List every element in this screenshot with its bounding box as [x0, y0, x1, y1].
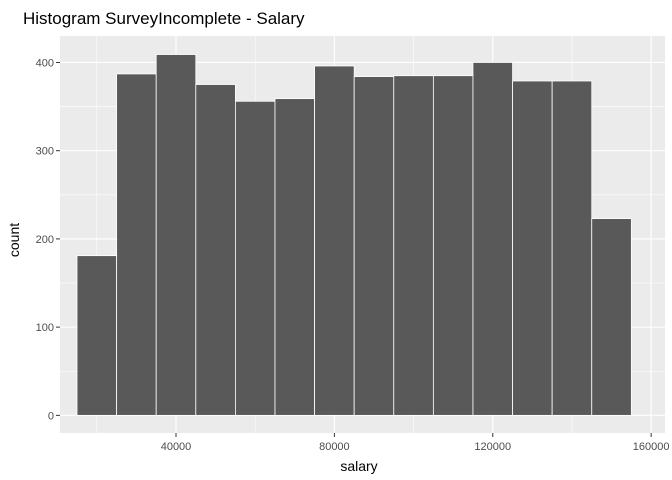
- histogram-bars: [76, 54, 632, 416]
- y-tick-label: 300: [36, 146, 54, 158]
- x-tick-label: 40000: [161, 441, 192, 453]
- y-tick-label: 400: [36, 57, 54, 69]
- histogram-bar: [235, 100, 276, 416]
- y-axis-title: count: [6, 223, 22, 257]
- histogram-bar: [353, 76, 395, 416]
- histogram-bar: [314, 65, 355, 416]
- histogram-bar: [472, 62, 513, 416]
- histogram-bar: [274, 98, 315, 416]
- histogram-bar: [591, 218, 632, 416]
- x-tick-label: 80000: [319, 441, 350, 453]
- histogram-bar: [432, 75, 474, 416]
- histogram-bar: [512, 80, 553, 416]
- x-axis-title: salary: [340, 458, 377, 474]
- histogram-bar: [195, 84, 236, 416]
- y-tick-label: 0: [48, 410, 54, 422]
- chart-title: Histogram SurveyIncomplete - Salary: [23, 9, 305, 28]
- histogram-bar: [393, 75, 434, 416]
- x-tick-label: 120000: [474, 441, 511, 453]
- histogram-bar: [155, 54, 197, 416]
- x-axis: 40000 80000 120000 160000: [161, 433, 670, 453]
- histogram-bar: [551, 80, 593, 416]
- y-tick-label: 200: [36, 234, 54, 246]
- y-tick-label: 100: [36, 322, 54, 334]
- y-axis: 0 100 200 300 400: [36, 57, 60, 422]
- histogram-bar: [76, 255, 118, 416]
- histogram-bar: [116, 73, 157, 416]
- x-tick-label: 160000: [633, 441, 670, 453]
